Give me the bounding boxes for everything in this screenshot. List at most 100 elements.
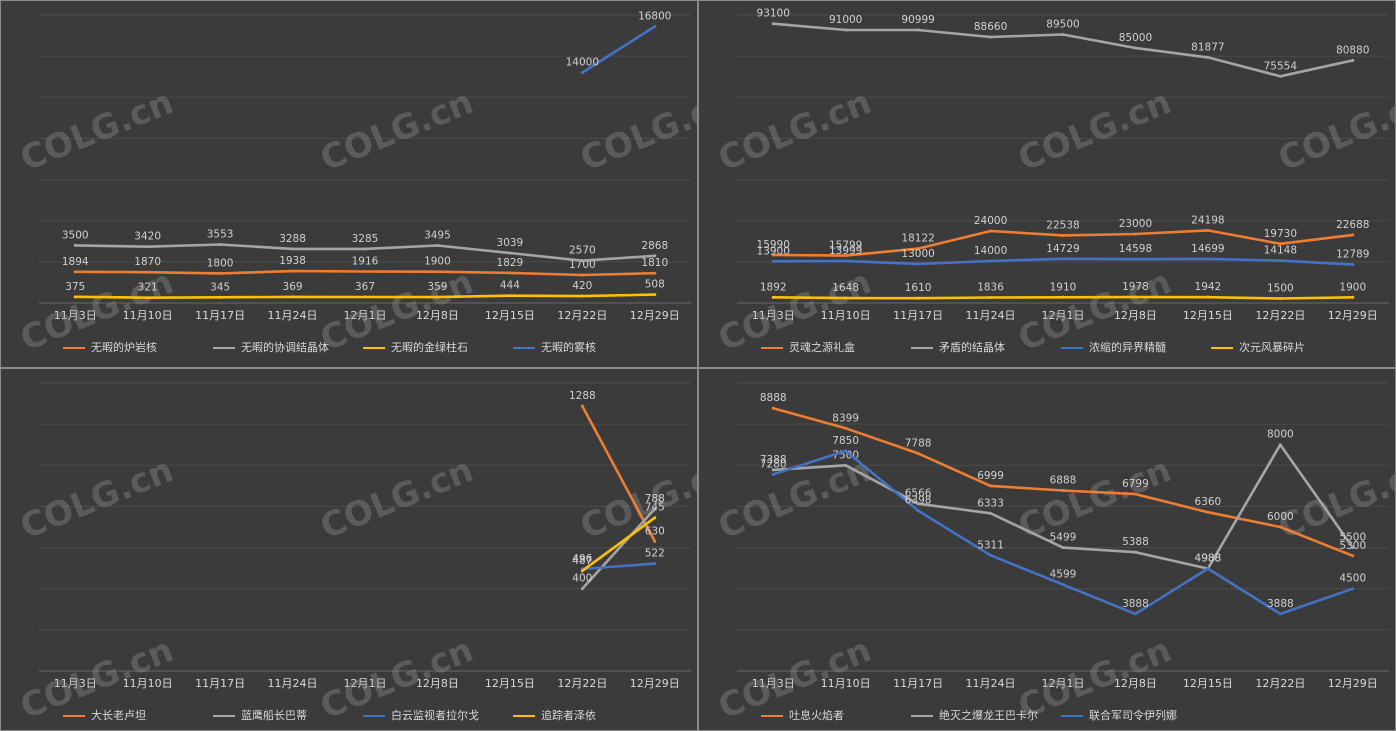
data-point bbox=[844, 426, 848, 430]
data-label: 4988 bbox=[1195, 553, 1222, 565]
data-point bbox=[291, 295, 295, 299]
data-label: 88660 bbox=[974, 21, 1007, 33]
data-point bbox=[1278, 525, 1282, 529]
x-tick-label: 12月1日 bbox=[1042, 309, 1085, 322]
x-tick-label: 12月22日 bbox=[1255, 309, 1305, 322]
data-label: 2570 bbox=[569, 245, 596, 257]
legend: 大长老卢坦 蓝鹰船长巴蒂 白云监视者拉尔戈 追踪者泽依 bbox=[1, 707, 697, 725]
data-point bbox=[1133, 232, 1137, 236]
legend-item: 白云监视者拉尔戈 bbox=[363, 707, 479, 723]
data-label: 14000 bbox=[974, 245, 1007, 257]
legend-swatch bbox=[63, 715, 85, 717]
data-label: 4988 bbox=[1195, 553, 1222, 565]
data-point bbox=[844, 296, 848, 300]
legend-swatch bbox=[513, 347, 535, 349]
x-tick-label: 11月3日 bbox=[54, 309, 97, 322]
data-label: 24000 bbox=[974, 215, 1007, 227]
data-label: 1870 bbox=[134, 256, 161, 268]
data-point bbox=[508, 294, 512, 298]
data-point bbox=[435, 295, 439, 299]
x-tick-label: 11月10日 bbox=[821, 677, 871, 690]
data-label: 14148 bbox=[1264, 245, 1297, 257]
data-point bbox=[1133, 550, 1137, 554]
legend-swatch bbox=[63, 347, 85, 349]
data-label: 24198 bbox=[1191, 214, 1224, 226]
data-label: 22688 bbox=[1336, 219, 1369, 231]
legend-item: 吐息火焰者 bbox=[761, 707, 844, 723]
data-point bbox=[1061, 295, 1065, 299]
data-point bbox=[989, 35, 993, 39]
data-label: 6566 bbox=[905, 488, 932, 500]
legend-item: 灵魂之源礼盒 bbox=[761, 339, 855, 355]
data-label: 3039 bbox=[497, 237, 524, 249]
data-point bbox=[1351, 233, 1355, 237]
data-label: 19730 bbox=[1264, 228, 1297, 240]
data-label: 522 bbox=[645, 548, 665, 560]
data-point bbox=[771, 406, 775, 410]
data-point bbox=[916, 451, 920, 455]
data-point bbox=[580, 569, 584, 573]
legend-label: 吐息火焰者 bbox=[789, 709, 844, 722]
data-point bbox=[1061, 233, 1065, 237]
x-tick-label: 12月22日 bbox=[557, 677, 607, 690]
data-point bbox=[508, 271, 512, 275]
watermark: COLG.cn bbox=[713, 450, 877, 547]
chart-svg-4: 11月3日 11月10日 11月17日 11月24日 12月1日 12月8日 12月15日 1… bbox=[713, 382, 1395, 727]
data-point bbox=[435, 243, 439, 247]
legend-swatch bbox=[911, 347, 933, 349]
x-tick-label: 12月29日 bbox=[1328, 309, 1378, 322]
data-label: 1942 bbox=[1195, 281, 1222, 293]
x-tick-label: 11月10日 bbox=[821, 309, 871, 322]
data-point bbox=[1206, 228, 1210, 232]
data-label: 22538 bbox=[1046, 219, 1079, 231]
data-label: 420 bbox=[572, 280, 592, 292]
legend-item: 无暇的金绿柱石 bbox=[363, 339, 468, 355]
data-label: 16800 bbox=[638, 11, 671, 23]
data-point bbox=[916, 296, 920, 300]
series-line-4 bbox=[581, 25, 656, 74]
data-label: 13000 bbox=[901, 248, 934, 260]
data-label: 5311 bbox=[977, 539, 1004, 551]
x-tick-label: 11月17日 bbox=[195, 309, 245, 322]
chart-panel-4: 11月3日 11月10日 11月17日 11月24日 12月1日 12月8日 12月15日 1… bbox=[698, 368, 1396, 731]
data-label: 3495 bbox=[424, 229, 451, 241]
data-label: 8888 bbox=[760, 392, 787, 404]
data-point bbox=[218, 243, 222, 247]
data-point bbox=[1133, 492, 1137, 496]
data-point bbox=[1351, 587, 1355, 591]
legend-item: 矛盾的结晶体 bbox=[911, 339, 1005, 355]
legend-swatch bbox=[513, 715, 535, 717]
data-label: 1810 bbox=[641, 257, 668, 269]
data-label: 3888 bbox=[1267, 598, 1294, 610]
data-label: 1938 bbox=[279, 255, 306, 267]
data-point bbox=[916, 262, 920, 266]
data-label: 630 bbox=[645, 525, 665, 537]
data-label: 3288 bbox=[279, 233, 306, 245]
data-label: 345 bbox=[210, 281, 230, 293]
data-point bbox=[363, 247, 367, 251]
data-label: 6333 bbox=[977, 497, 1004, 509]
data-label: 81877 bbox=[1191, 41, 1224, 53]
x-tick-label: 12月22日 bbox=[557, 309, 607, 322]
data-point bbox=[508, 251, 512, 255]
data-label: 508 bbox=[645, 279, 665, 291]
legend-label: 无暇的协调结晶体 bbox=[241, 341, 329, 354]
data-label: 93100 bbox=[757, 8, 790, 20]
x-tick-label: 12月15日 bbox=[485, 309, 535, 322]
data-point bbox=[435, 270, 439, 274]
legend: 无暇的炉岩核 无暇的协调结晶体 无暇的金绿柱石 无暇的雾核 bbox=[1, 339, 697, 357]
watermark: COLG.cn bbox=[713, 82, 877, 179]
data-label: 23000 bbox=[1119, 218, 1152, 230]
chart-svg-3: 11月3日 11月10日 11月17日 11月24日 12月1日 12月8日 12月15日 1… bbox=[15, 382, 698, 727]
legend: 灵魂之源礼盒 矛盾的结晶体 浓缩的异界精髓 次元风暴碎片 bbox=[699, 339, 1395, 357]
legend-swatch bbox=[363, 715, 385, 717]
data-label: 369 bbox=[283, 281, 303, 293]
data-label: 14729 bbox=[1046, 243, 1079, 255]
data-label: 7280 bbox=[760, 458, 787, 470]
data-point bbox=[218, 271, 222, 275]
x-tick-label: 12月1日 bbox=[1042, 677, 1085, 690]
data-point bbox=[1206, 257, 1210, 261]
data-point bbox=[653, 516, 657, 520]
x-tick-label: 11月24日 bbox=[268, 309, 318, 322]
watermark: COLG.cn bbox=[575, 450, 698, 547]
